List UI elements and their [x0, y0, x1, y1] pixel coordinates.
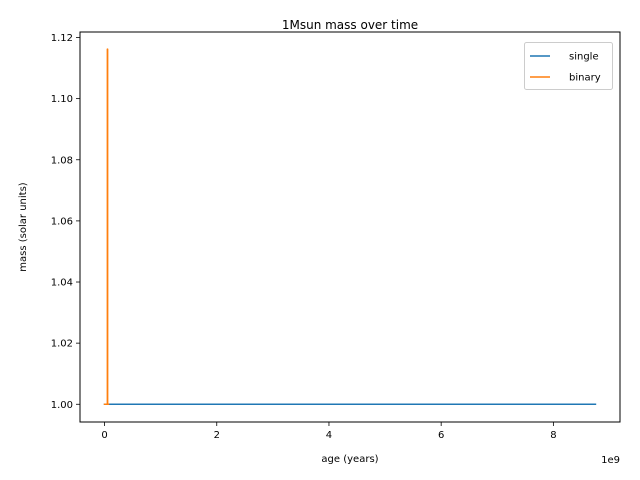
y-tick-label-0: 1.00 — [51, 400, 73, 411]
x-tick-label-4: 8 — [550, 430, 556, 441]
legend-label-binary: binary — [569, 73, 601, 84]
y-tick-label-4: 1.08 — [51, 155, 73, 166]
y-tick-label-5: 1.10 — [51, 94, 73, 105]
x-tick-label-3: 6 — [438, 430, 444, 441]
plot-frame — [79, 31, 621, 423]
y-axis: 1.00 1.02 1.04 1.06 1.08 1.10 1.12 — [51, 33, 80, 411]
y-tick-label-6: 1.12 — [51, 33, 73, 44]
x-axis-label: age (years) — [321, 454, 378, 465]
y-axis-label: mass (solar units) — [18, 182, 29, 271]
x-axis-offset-label: 1e9 — [601, 455, 620, 466]
x-tick-label-1: 2 — [214, 430, 220, 441]
y-tick-label-2: 1.04 — [51, 278, 73, 289]
chart-title: 1Msun mass over time — [282, 18, 418, 32]
x-axis: 0 2 4 6 8 — [101, 422, 557, 441]
x-tick-label-2: 4 — [326, 430, 332, 441]
series-line-binary — [103, 48, 110, 406]
y-tick-label-3: 1.06 — [51, 216, 73, 227]
y-tick-label-1: 1.02 — [51, 339, 73, 350]
legend: single binary — [524, 42, 613, 90]
series-layer — [103, 48, 597, 406]
legend-label-single: single — [569, 52, 599, 63]
x-tick-label-0: 0 — [101, 430, 107, 441]
